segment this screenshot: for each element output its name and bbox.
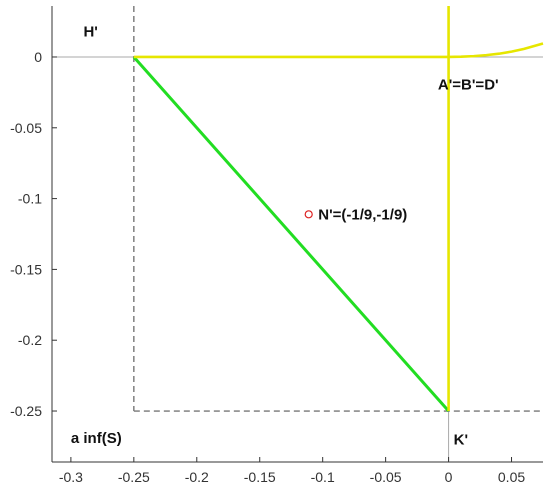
x-tick-label: -0.05 <box>370 469 402 485</box>
x-tick-label: -0.3 <box>59 469 83 485</box>
y-tick-label: -0.05 <box>10 120 42 136</box>
annotation-label: H' <box>83 23 97 40</box>
point-marker <box>304 210 313 219</box>
x-tick-label: -0.1 <box>311 469 335 485</box>
y-tick-label: -0.15 <box>10 261 42 277</box>
y-tick-label: 0 <box>34 49 42 65</box>
y-tick-label: -0.25 <box>10 403 42 419</box>
x-tick-label: -0.2 <box>185 469 209 485</box>
x-tick-label: 0 <box>445 469 453 485</box>
x-tick-label: -0.25 <box>118 469 150 485</box>
series-yellow-curve <box>448 42 544 59</box>
x-tick-label: -0.15 <box>244 469 276 485</box>
annotation-label: a inf(S) <box>71 430 122 447</box>
x-tick-label: 0.05 <box>498 469 525 485</box>
y-tick-label: -0.2 <box>18 332 42 348</box>
annotation-label: K' <box>454 431 468 448</box>
annotation-label: A'=B'=D' <box>438 77 499 94</box>
annotation-label: N'=(-1/9,-1/9) <box>318 206 407 223</box>
y-tick-label: -0.1 <box>18 191 42 207</box>
series-green-line <box>132 55 450 413</box>
